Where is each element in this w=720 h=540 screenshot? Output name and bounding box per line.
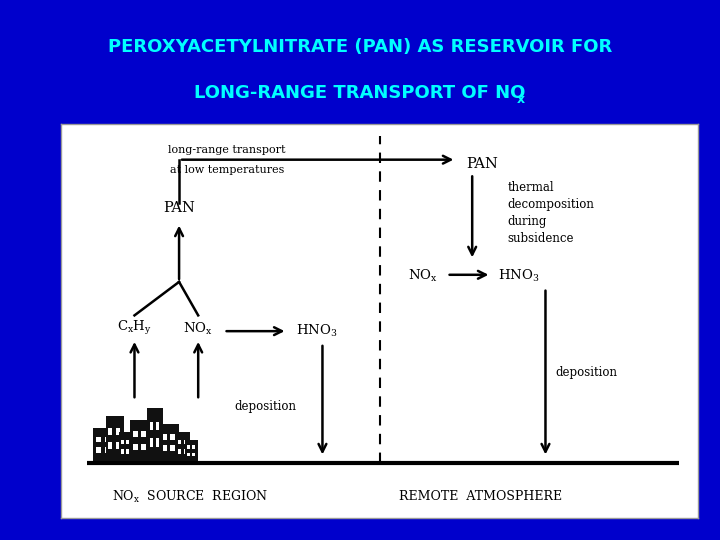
Bar xyxy=(150,422,153,430)
Bar xyxy=(126,449,130,454)
Bar xyxy=(93,428,115,463)
Text: x: x xyxy=(517,93,525,106)
Text: PAN: PAN xyxy=(163,201,195,215)
Bar xyxy=(184,440,186,444)
Bar xyxy=(105,447,110,453)
Text: $\mathregular{NO_x}$: $\mathregular{NO_x}$ xyxy=(408,268,438,284)
Bar xyxy=(109,442,112,449)
Bar xyxy=(192,453,195,456)
Bar xyxy=(163,446,167,451)
Bar xyxy=(121,449,124,454)
Bar xyxy=(109,428,112,435)
Bar xyxy=(178,449,181,454)
Bar xyxy=(96,447,102,453)
Text: thermal
decomposition
during
subsidence: thermal decomposition during subsidence xyxy=(507,181,594,245)
Text: LONG-RANGE TRANSPORT OF NO: LONG-RANGE TRANSPORT OF NO xyxy=(194,84,526,102)
Text: deposition: deposition xyxy=(555,366,617,379)
Text: REMOTE  ATMOSPHERE: REMOTE ATMOSPHERE xyxy=(399,490,562,503)
Text: PAN: PAN xyxy=(466,157,498,171)
Bar xyxy=(126,440,130,444)
Bar xyxy=(187,453,190,456)
Bar xyxy=(150,438,153,447)
Bar xyxy=(106,416,124,463)
Bar xyxy=(163,434,167,440)
Bar xyxy=(116,442,120,449)
Bar xyxy=(192,446,195,449)
Bar xyxy=(178,440,181,444)
Bar xyxy=(133,444,138,450)
Bar xyxy=(176,431,190,463)
Bar xyxy=(156,422,160,430)
Bar xyxy=(116,428,120,435)
Text: PEROXYACETYLNITRATE (PAN) AS RESERVOIR FOR: PEROXYACETYLNITRATE (PAN) AS RESERVOIR F… xyxy=(108,38,612,56)
Bar xyxy=(171,434,175,440)
Text: $\mathregular{HNO_3}$: $\mathregular{HNO_3}$ xyxy=(296,323,337,339)
Bar xyxy=(119,431,132,463)
Bar xyxy=(156,438,160,447)
Bar xyxy=(186,440,198,463)
Bar xyxy=(171,446,175,451)
Bar xyxy=(160,424,179,463)
Bar xyxy=(121,440,124,444)
Text: $\mathregular{C_xH_y}$: $\mathregular{C_xH_y}$ xyxy=(117,319,152,337)
Bar xyxy=(130,420,150,463)
Bar xyxy=(133,431,138,437)
Bar xyxy=(105,437,110,442)
Text: $\mathregular{NO_x}$  SOURCE  REGION: $\mathregular{NO_x}$ SOURCE REGION xyxy=(112,489,269,505)
Bar xyxy=(147,408,163,463)
Text: $\mathregular{HNO_3}$: $\mathregular{HNO_3}$ xyxy=(498,268,539,284)
Bar xyxy=(187,446,190,449)
Bar xyxy=(96,437,102,442)
Bar xyxy=(141,444,145,450)
Text: $\mathregular{NO_x}$: $\mathregular{NO_x}$ xyxy=(184,321,213,337)
Text: at low temperatures: at low temperatures xyxy=(170,165,284,174)
Bar xyxy=(184,449,186,454)
Bar xyxy=(141,431,145,437)
Text: deposition: deposition xyxy=(234,400,296,413)
Text: long-range transport: long-range transport xyxy=(168,145,286,155)
